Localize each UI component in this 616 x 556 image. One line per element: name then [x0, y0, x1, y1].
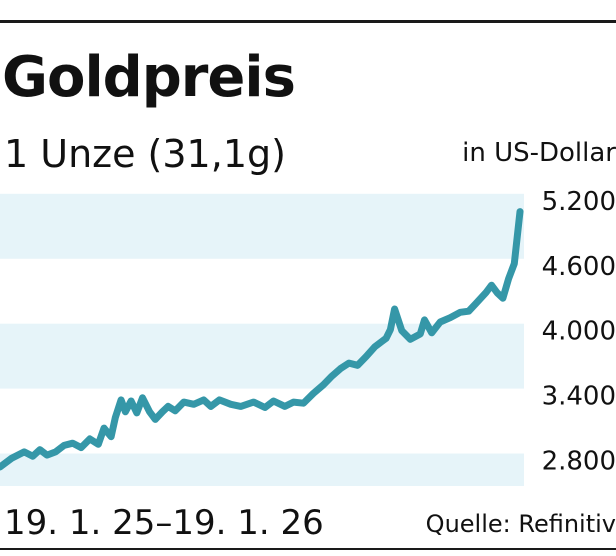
- source-label: Quelle: Refinitiv: [425, 510, 616, 538]
- y-tick-label: 4.000: [542, 317, 616, 347]
- grid-bands: [0, 193, 524, 486]
- grid-band: [0, 323, 524, 389]
- series-line: [0, 208, 524, 471]
- chart-title: Goldpreis: [2, 45, 296, 110]
- grid-band: [0, 193, 524, 259]
- grid-band: [0, 453, 524, 486]
- bottom-rule: [0, 548, 616, 550]
- y-tick-label: 2.800: [542, 447, 616, 477]
- chart-subtitle: 1 Unze (31,1g): [4, 132, 286, 176]
- series-lines: [0, 208, 524, 471]
- unit-label: in US-Dollar: [462, 138, 616, 168]
- y-tick-label: 5.200: [542, 187, 616, 217]
- y-tick-label: 3.400: [542, 382, 616, 412]
- y-tick-labels: 2.800 3.400 4.000 4.600 5.200: [542, 187, 616, 477]
- date-range-label: 19. 1. 25–19. 1. 26: [4, 503, 324, 543]
- top-rule: [0, 20, 616, 23]
- y-tick-label: 4.600: [542, 252, 616, 282]
